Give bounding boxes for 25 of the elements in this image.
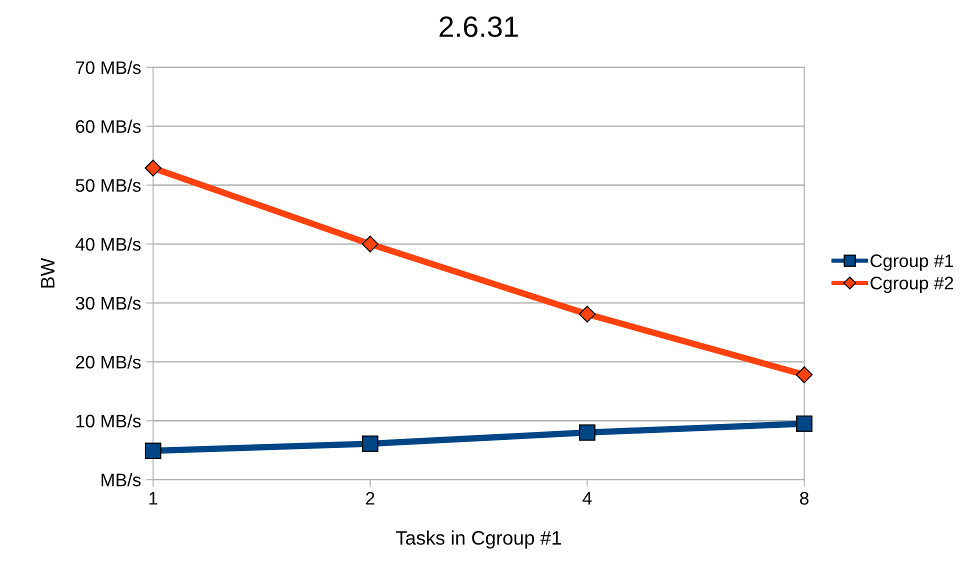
legend-label: Cgroup #2 xyxy=(870,276,954,294)
y-tick-label: 70 MB/s xyxy=(76,60,141,74)
x-tick-label: 2 xyxy=(366,492,374,505)
y-tick-label: 50 MB/s xyxy=(76,178,141,192)
legend-label: Cgroup #1 xyxy=(870,254,954,271)
y-tick-label: 30 MB/s xyxy=(76,296,141,310)
point xyxy=(144,442,162,459)
y-axis-title: BW xyxy=(40,258,54,288)
y-tick-label: MB/s xyxy=(102,473,141,486)
x-tick-label: 8 xyxy=(800,492,809,505)
point xyxy=(362,436,378,452)
point xyxy=(578,306,596,323)
point xyxy=(796,366,813,384)
x-tick-label: 4 xyxy=(582,492,592,505)
x-tick-label: 1 xyxy=(149,492,158,505)
y-tick-label: 60 MB/s xyxy=(76,120,141,133)
y-tick-label: 40 MB/s xyxy=(75,237,141,251)
point xyxy=(362,236,379,252)
y-tick-label: 20 MB/s xyxy=(76,355,141,369)
point xyxy=(144,160,162,176)
y-tick-label: 10 MB/s xyxy=(76,414,141,428)
point xyxy=(796,416,812,432)
x-axis-title: Tasks in Cgroup #1 xyxy=(396,530,561,549)
chart-title: 2.6.31 xyxy=(440,16,518,38)
point xyxy=(579,424,596,441)
